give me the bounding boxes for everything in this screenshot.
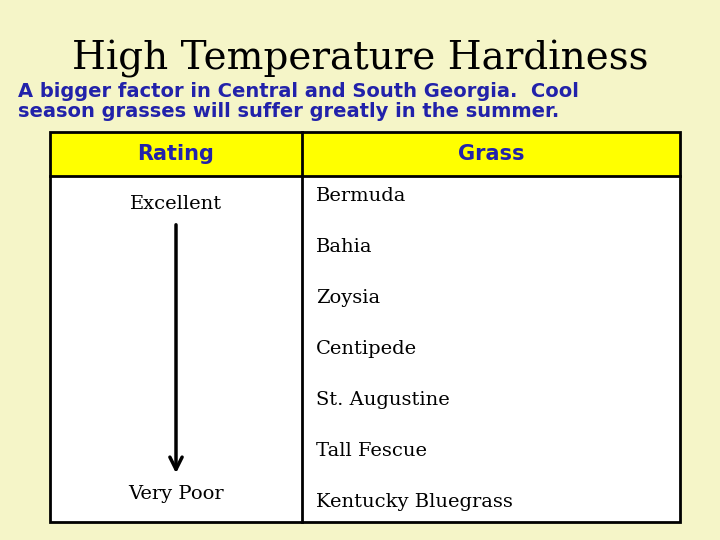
Text: Bahia: Bahia (316, 238, 372, 256)
Text: Excellent: Excellent (130, 195, 222, 213)
Bar (50, 176, 680, 522)
Text: St. Augustine: St. Augustine (316, 391, 450, 409)
Bar (50, 132, 680, 522)
Bar (302, 132, 680, 176)
Text: High Temperature Hardiness: High Temperature Hardiness (72, 40, 648, 78)
Text: season grasses will suffer greatly in the summer.: season grasses will suffer greatly in th… (18, 102, 559, 121)
Text: Grass: Grass (458, 144, 524, 164)
Text: Bermuda: Bermuda (316, 187, 406, 205)
Text: A bigger factor in Central and South Georgia.  Cool: A bigger factor in Central and South Geo… (18, 82, 579, 101)
Text: Rating: Rating (138, 144, 215, 164)
Text: Very Poor: Very Poor (128, 485, 224, 503)
Text: Zoysia: Zoysia (316, 289, 380, 307)
Text: Kentucky Bluegrass: Kentucky Bluegrass (316, 493, 513, 511)
Text: Tall Fescue: Tall Fescue (316, 442, 427, 460)
Bar (50, 132, 302, 176)
Text: Centipede: Centipede (316, 340, 417, 358)
